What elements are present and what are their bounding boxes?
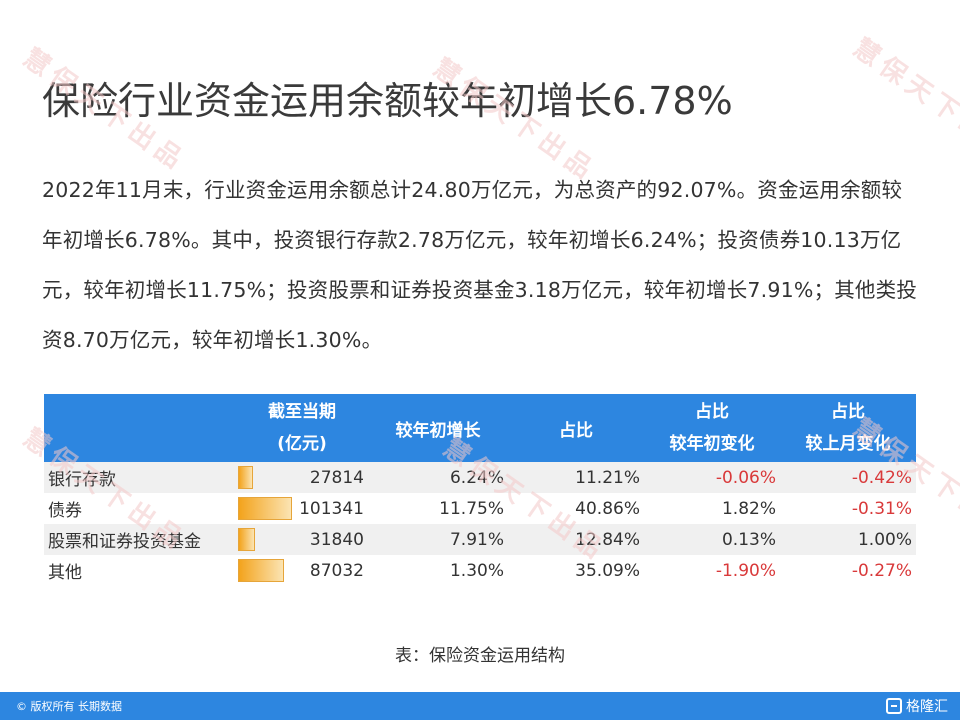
copyright-text: © 版权所有 长期数据	[16, 700, 122, 713]
header-ytd-line1: 占比	[695, 402, 729, 422]
table-row: 股票和证券投资基金 31840 7.91% 12.84% 0.13% 1.00%	[44, 524, 916, 555]
share-cell: 11.21%	[508, 462, 644, 493]
balance-cell: 101341	[236, 493, 368, 524]
mom-change-cell: -0.42%	[780, 462, 916, 493]
row-name: 股票和证券投资基金	[44, 524, 236, 555]
data-bar	[238, 497, 292, 520]
table-header-row: 截至当期 (亿元) 较年初增长 占比 占比 较年初变化 占比 较上月变化	[44, 394, 916, 462]
balance-cell: 87032	[236, 555, 368, 586]
header-balance: 截至当期 (亿元)	[236, 394, 368, 462]
row-name: 银行存款	[44, 462, 236, 493]
data-bar	[238, 559, 284, 582]
header-mom-line1: 占比	[831, 402, 865, 422]
growth-cell: 6.24%	[368, 462, 508, 493]
header-mom-change: 占比 较上月变化	[780, 394, 916, 462]
mom-change-cell: 1.00%	[780, 524, 916, 555]
page-title: 保险行业资金运用余额较年初增长6.78%	[42, 79, 733, 123]
header-share: 占比	[508, 394, 644, 462]
mom-change-cell: -0.27%	[780, 555, 916, 586]
data-bar	[238, 528, 255, 551]
ytd-change-cell: -0.06%	[644, 462, 780, 493]
ytd-change-cell: -1.90%	[644, 555, 780, 586]
header-ytd-line2: 较年初变化	[669, 434, 755, 454]
watermark: 慧保天下出品	[847, 33, 960, 168]
table-caption: 表：保险资金运用结构	[395, 646, 565, 666]
share-cell: 35.09%	[508, 555, 644, 586]
growth-cell: 7.91%	[368, 524, 508, 555]
brand-mark-icon	[886, 698, 902, 714]
data-bar	[238, 466, 253, 489]
growth-cell: 11.75%	[368, 493, 508, 524]
balance-cell: 27814	[236, 462, 368, 493]
balance-cell: 31840	[236, 524, 368, 555]
header-balance-line1: 截至当期	[268, 402, 336, 422]
brand-name: 格隆汇	[906, 699, 948, 715]
row-name: 债券	[44, 493, 236, 524]
header-growth: 较年初增长	[368, 394, 508, 462]
footer-bar: © 版权所有 长期数据 格隆汇	[0, 692, 960, 720]
ytd-change-cell: 0.13%	[644, 524, 780, 555]
mom-change-cell: -0.31%	[780, 493, 916, 524]
share-cell: 40.86%	[508, 493, 644, 524]
balance-value: 27814	[309, 467, 364, 488]
ytd-change-cell: 1.82%	[644, 493, 780, 524]
table-row: 银行存款 27814 6.24% 11.21% -0.06% -0.42%	[44, 462, 916, 493]
balance-value: 87032	[309, 560, 364, 581]
balance-value: 31840	[309, 529, 364, 550]
header-category	[44, 394, 236, 462]
balance-value: 101341	[299, 498, 364, 519]
brand-logo: 格隆汇	[886, 696, 948, 716]
header-balance-line2: (亿元)	[277, 434, 327, 454]
header-mom-line2: 较上月变化	[805, 434, 891, 454]
header-ytd-change: 占比 较年初变化	[644, 394, 780, 462]
row-name: 其他	[44, 555, 236, 586]
summary-paragraph: 2022年11月末，行业资金运用余额总计24.80万亿元，为总资产的92.07%…	[42, 178, 918, 352]
table-row: 其他 87032 1.30% 35.09% -1.90% -0.27%	[44, 555, 916, 586]
table-row: 债券 101341 11.75% 40.86% 1.82% -0.31%	[44, 493, 916, 524]
investment-structure-table: 截至当期 (亿元) 较年初增长 占比 占比 较年初变化 占比 较上月变化 银行存…	[44, 394, 916, 586]
share-cell: 12.84%	[508, 524, 644, 555]
growth-cell: 1.30%	[368, 555, 508, 586]
